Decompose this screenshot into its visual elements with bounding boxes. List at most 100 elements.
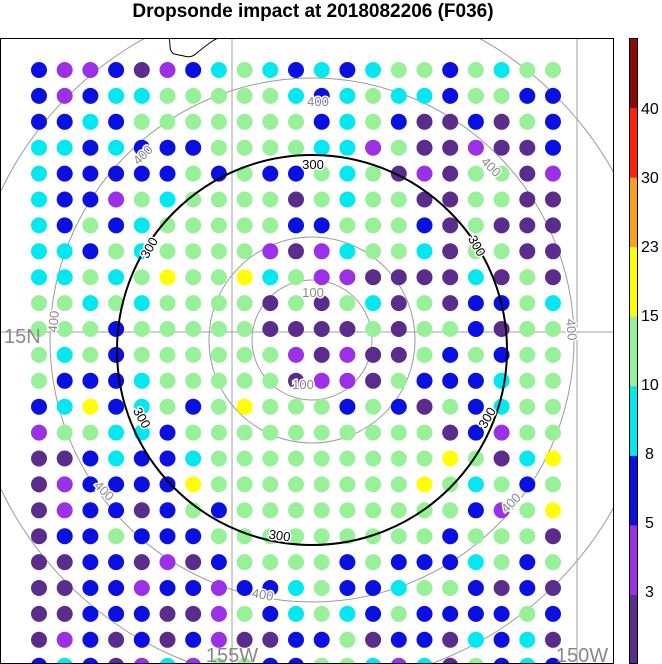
dropsonde-dot <box>210 450 227 467</box>
dropsonde-dot <box>442 321 459 337</box>
dropsonde-dot <box>442 87 459 104</box>
dropsonde-dot <box>159 554 176 571</box>
dropsonde-dot <box>210 87 227 104</box>
dropsonde-dot <box>159 398 176 415</box>
dropsonde-dot <box>545 372 561 389</box>
dropsonde-dot <box>442 554 459 571</box>
dropsonde-dot <box>31 62 47 78</box>
dropsonde-dot <box>288 87 304 104</box>
dropsonde-dot <box>313 450 330 467</box>
dropsonde-dot <box>159 424 176 441</box>
dropsonde-dot <box>288 217 304 234</box>
dropsonde-dot <box>56 269 73 286</box>
dropsonde-dot <box>82 113 99 130</box>
dropsonde-dot <box>416 346 433 363</box>
dropsonde-dot <box>262 139 279 156</box>
dropsonde-dot <box>133 62 150 78</box>
dropsonde-dot <box>467 269 484 286</box>
dropsonde-dot <box>133 580 150 596</box>
dropsonde-dot <box>108 450 125 467</box>
dropsonde-dot <box>236 269 253 286</box>
colorbar-label-23: 23 <box>641 239 659 256</box>
dropsonde-dot <box>159 346 176 363</box>
ring-label-300-top: 300 <box>302 157 324 172</box>
dropsonde-dot <box>519 139 536 156</box>
dropsonde-dot <box>288 139 304 156</box>
dropsonde-dot <box>467 528 484 545</box>
dropsonde-impact-dots <box>31 62 561 664</box>
dropsonde-dot <box>519 580 536 596</box>
dropsonde-dot <box>31 657 47 664</box>
dropsonde-dot <box>31 243 47 260</box>
dropsonde-dot <box>416 139 433 156</box>
dropsonde-dot <box>56 424 73 441</box>
dropsonde-dot <box>390 191 407 208</box>
colorbar-box <box>630 316 637 387</box>
dropsonde-dot <box>493 113 510 130</box>
dropsonde-dot <box>390 372 407 389</box>
dropsonde-dot <box>185 372 202 389</box>
dropsonde-dot <box>31 269 47 286</box>
dropsonde-dot <box>133 295 150 312</box>
dropsonde-dot <box>493 424 510 441</box>
dropsonde-dot <box>159 657 176 664</box>
dropsonde-dot <box>339 580 356 596</box>
dropsonde-dot <box>313 398 330 415</box>
dropsonde-dot <box>236 554 253 571</box>
dropsonde-dot <box>339 476 356 493</box>
dropsonde-dot <box>416 631 433 648</box>
dropsonde-dot <box>493 502 510 519</box>
dropsonde-dot <box>339 657 356 664</box>
dropsonde-dot <box>519 657 536 664</box>
dropsonde-dot <box>416 243 433 260</box>
dropsonde-dot <box>159 113 176 130</box>
dropsonde-dot <box>519 372 536 389</box>
dropsonde-dot <box>133 450 150 467</box>
dropsonde-dot <box>56 113 73 130</box>
dropsonde-dot <box>390 346 407 363</box>
dropsonde-dot <box>210 424 227 441</box>
dropsonde-dot <box>236 191 253 208</box>
dropsonde-dot <box>159 165 176 182</box>
ring-label-400-far-left: 400 <box>45 310 62 333</box>
dropsonde-dot <box>210 605 227 622</box>
ring-label-100-bottom: 100 <box>292 377 314 392</box>
dropsonde-dot <box>365 217 382 234</box>
dropsonde-dot <box>519 217 536 234</box>
dropsonde-dot <box>236 605 253 622</box>
dropsonde-dot <box>288 398 304 415</box>
dropsonde-dot <box>519 631 536 648</box>
dropsonde-dot <box>185 346 202 363</box>
range-ring-300 <box>116 154 508 546</box>
dropsonde-dot <box>467 605 484 622</box>
dropsonde-dot <box>442 398 459 415</box>
dropsonde-dot <box>56 295 73 312</box>
dropsonde-dot <box>339 424 356 441</box>
ring-label-400-far-right: 400 <box>563 318 580 341</box>
dropsonde-dot <box>519 321 536 337</box>
dropsonde-dot <box>31 113 47 130</box>
dropsonde-dot <box>288 476 304 493</box>
colorbar-labels: 3 5 8 10 15 23 30 40 <box>641 101 659 601</box>
dropsonde-dot <box>416 217 433 234</box>
dropsonde-dot <box>133 631 150 648</box>
dropsonde-dot <box>416 372 433 389</box>
dropsonde-dot <box>82 476 99 493</box>
dropsonde-dot <box>519 269 536 286</box>
dropsonde-dot <box>82 165 99 182</box>
dropsonde-dot <box>288 372 304 389</box>
dropsonde-dot <box>262 657 279 664</box>
dropsonde-dot <box>390 502 407 519</box>
dropsonde-dot <box>313 657 330 664</box>
dropsonde-dot <box>288 295 304 312</box>
dropsonde-dot <box>545 631 561 648</box>
dropsonde-dot <box>56 657 73 664</box>
dropsonde-dot <box>545 657 561 664</box>
dropsonde-dot <box>262 398 279 415</box>
dropsonde-dot <box>210 554 227 571</box>
dropsonde-dot <box>108 554 125 571</box>
dropsonde-dot <box>82 450 99 467</box>
dropsonde-dot <box>56 372 73 389</box>
dropsonde-dot <box>467 113 484 130</box>
dropsonde-dot <box>31 580 47 596</box>
